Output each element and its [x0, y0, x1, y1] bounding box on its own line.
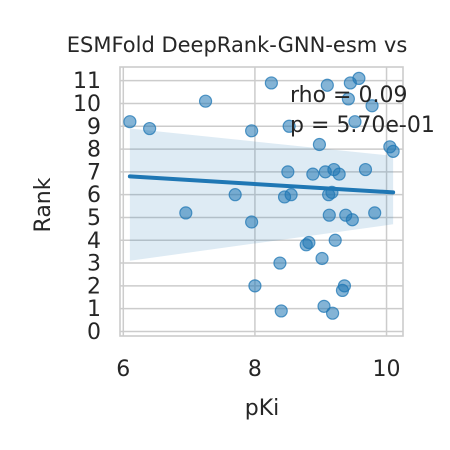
- scatter-points-layer: [123, 71, 400, 320]
- scatter-point: [281, 165, 295, 179]
- scatter-point: [345, 213, 359, 227]
- x-tick-labels: 6 8 10: [116, 357, 400, 382]
- scatter-point: [282, 119, 296, 133]
- plot-frame: [119, 66, 404, 337]
- scatter-point: [332, 167, 346, 181]
- y-tick-label: 9: [87, 115, 101, 140]
- y-tick-label: 1: [87, 297, 101, 322]
- scatter-point: [348, 115, 362, 129]
- scatter-point: [284, 188, 298, 202]
- scatter-point: [365, 99, 379, 113]
- regression-line-layer: [127, 174, 396, 195]
- p-value-annotation: p = 5.70e-01: [290, 113, 435, 138]
- scatter-point: [123, 115, 137, 129]
- scatter-point: [322, 208, 336, 222]
- y-tick-label: 10: [73, 92, 101, 117]
- chart-title: ESMFold DeepRank-GNN-esm vs: [67, 33, 408, 57]
- scatter-point: [368, 206, 382, 220]
- scatter-point: [179, 206, 193, 220]
- x-tick-label: 6: [116, 357, 130, 382]
- confidence-band: [129, 128, 394, 261]
- y-tick-label: 8: [87, 138, 101, 163]
- x-axis-label: pKi: [245, 396, 280, 421]
- scatter-point: [302, 235, 316, 250]
- x-tick-label: 8: [248, 357, 262, 382]
- y-tick-label: 11: [73, 69, 101, 94]
- y-axis-label: Rank: [31, 177, 56, 232]
- x-tick-label: 10: [373, 357, 401, 382]
- scatter-point: [386, 144, 400, 158]
- scatter-point: [320, 78, 334, 92]
- scatter-point: [245, 124, 259, 138]
- scatter-point: [248, 279, 262, 293]
- y-tick-label: 3: [87, 252, 101, 277]
- scatter-point: [358, 162, 373, 177]
- scatter-point: [245, 215, 259, 229]
- scatter-point: [198, 94, 213, 108]
- y-tick-label: 0: [87, 320, 101, 345]
- scatter-point: [325, 306, 340, 320]
- scatter-point: [352, 71, 366, 85]
- regression-line: [127, 174, 396, 195]
- y-tick-label: 5: [87, 206, 101, 231]
- scatter-point: [143, 121, 157, 136]
- scatter-point: [306, 167, 320, 181]
- scatter-point: [315, 251, 329, 266]
- scatter-point: [274, 304, 288, 318]
- rho-annotation: rho = 0.09: [290, 83, 407, 108]
- scatter-point: [264, 76, 278, 90]
- y-tick-label: 2: [87, 274, 101, 299]
- y-tick-label: 7: [87, 160, 101, 185]
- scatter-point: [317, 299, 331, 313]
- scatter-point: [337, 279, 352, 293]
- scatter-point: [228, 188, 242, 202]
- scatter-point: [312, 137, 327, 152]
- confidence-band-layer: [129, 128, 394, 261]
- scatter-point: [341, 92, 355, 106]
- scatter-point: [273, 256, 287, 270]
- y-tick-label: 6: [87, 183, 101, 208]
- scatter-point: [328, 233, 342, 247]
- y-tick-label: 4: [87, 229, 101, 254]
